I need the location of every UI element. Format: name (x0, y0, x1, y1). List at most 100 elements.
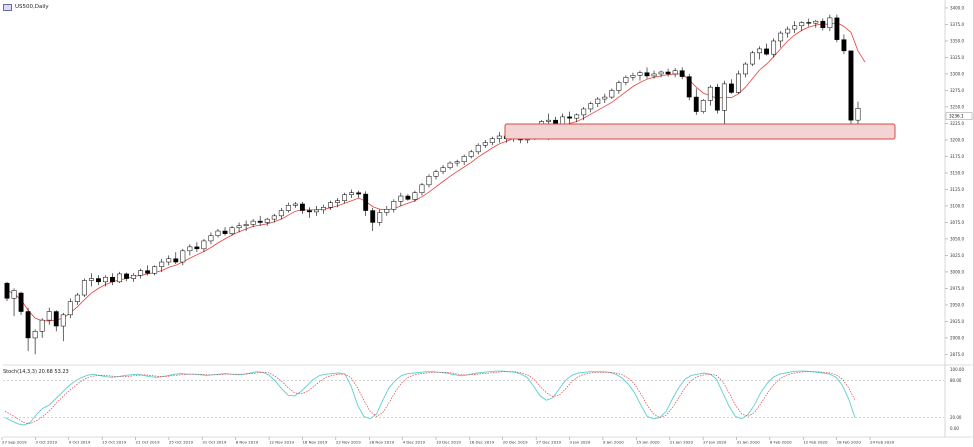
candle (243, 220, 249, 232)
candle-body (88, 278, 94, 281)
x-tick-label: 31 Oct 2019 (202, 440, 227, 445)
candle-body (433, 171, 439, 177)
candle-body (644, 72, 650, 77)
candle (236, 222, 242, 233)
candle-body (356, 192, 362, 195)
candle (25, 307, 31, 352)
candle (447, 161, 453, 170)
candle (60, 312, 66, 342)
y-tick-label: 3225.0 (950, 121, 964, 126)
candle-body (546, 119, 551, 122)
candle-body (314, 209, 319, 213)
candle-body (110, 276, 115, 283)
y-tick-label: 2975.0 (950, 286, 964, 291)
candles (4, 14, 861, 355)
y-tick-label: 3025.0 (950, 253, 964, 258)
candle-body (785, 28, 791, 34)
x-tick-label: 9 Jan 2020 (603, 440, 624, 445)
candle-body (630, 75, 636, 78)
candle (370, 207, 376, 232)
x-tick-label: 27 Dec 2019 (536, 440, 561, 445)
candle (159, 258, 165, 272)
x-tick-label: 18 Feb 2020 (837, 440, 862, 445)
candle-body (95, 278, 101, 283)
candle (595, 97, 601, 107)
x-tick-label: 27 Jan 2020 (703, 440, 727, 445)
candle (138, 268, 144, 279)
candle-body (335, 200, 340, 203)
candle (131, 273, 137, 282)
candle-body (820, 20, 826, 29)
candle (707, 85, 713, 106)
x-tick-label: 6 Feb 2020 (770, 440, 792, 445)
stoch-main-line (4, 370, 856, 426)
candle (848, 50, 854, 124)
candle (454, 159, 460, 167)
candle-body (602, 96, 608, 100)
candle (806, 18, 812, 27)
candle (728, 79, 734, 94)
symbol-label: US500,Daily (15, 4, 49, 10)
candle (616, 80, 622, 94)
candle (714, 83, 720, 114)
candle-body (764, 48, 770, 55)
x-tick-label: 15 Jan 2020 (636, 440, 660, 445)
candle (342, 192, 348, 204)
candle (820, 18, 826, 31)
candle (95, 275, 101, 286)
candle-body (257, 220, 263, 223)
osc-scale-label: 0.00 (950, 426, 959, 431)
candle (778, 31, 784, 48)
candle (475, 143, 481, 155)
candle-body (138, 270, 144, 276)
candle (257, 215, 263, 226)
candle (194, 242, 200, 253)
candle-body (25, 311, 31, 339)
chart-header: US500,Daily (3, 2, 49, 12)
candle-body (405, 195, 411, 200)
candle (74, 293, 80, 305)
candle (672, 68, 678, 78)
candle-body (152, 266, 158, 274)
candle (88, 273, 94, 287)
candle-body (623, 77, 629, 83)
candle-body (827, 17, 833, 29)
x-tick-label: 18 Nov 2019 (302, 440, 327, 445)
y-tick-label: 3375.0 (950, 22, 964, 27)
candle (271, 213, 277, 223)
candle (644, 67, 650, 79)
x-tick-label: 21 Oct 2019 (136, 440, 161, 445)
candle-body (384, 208, 390, 213)
candle-body (475, 144, 481, 153)
candle (496, 132, 502, 143)
candle (792, 21, 798, 34)
candle (173, 252, 179, 265)
candle-body (412, 192, 418, 200)
x-tick-label: 4 Dec 2019 (403, 440, 426, 445)
candle-body (841, 39, 847, 52)
x-tick-label: 15 Oct 2019 (102, 440, 127, 445)
candle-body (672, 70, 678, 75)
candle-body (454, 161, 460, 164)
candle (321, 204, 326, 214)
candle-body (342, 194, 348, 201)
candle (764, 43, 770, 56)
candle-body (18, 292, 24, 312)
candle (651, 70, 657, 79)
candle (489, 136, 495, 146)
candle (53, 310, 59, 332)
osc-scale-label: 100.00 (950, 367, 964, 372)
x-tick-label: 12 Feb 2020 (803, 440, 828, 445)
candle-body (398, 195, 404, 202)
candle (623, 75, 629, 86)
price-tag-label: 3236.1 (949, 114, 964, 119)
candle (630, 72, 636, 81)
y-tick-label: 3200.0 (950, 137, 964, 142)
candle-body (131, 274, 137, 279)
candle (356, 190, 362, 199)
candle (581, 106, 587, 121)
candle-body (581, 108, 587, 116)
candle-body (53, 311, 59, 327)
x-tick-label: 21 Jan 2020 (670, 440, 694, 445)
